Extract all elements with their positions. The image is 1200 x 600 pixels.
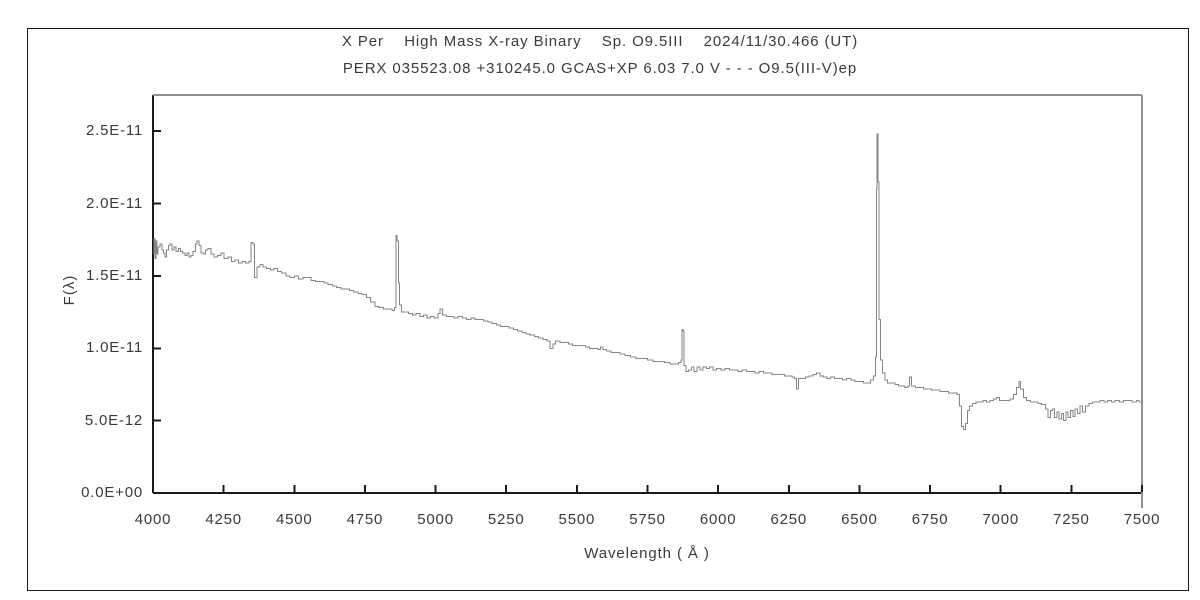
chart-title: X Per High Mass X-ray Binary Sp. O9.5III… [341, 33, 859, 50]
chart-subtitle: PERX 035523.08 +310245.0 GCAS+XP 6.03 7.… [342, 60, 858, 77]
y-tick-label: 1.5E-11 [85, 266, 143, 284]
y-tick-label: 2.5E-11 [85, 122, 143, 140]
x-tick-label: 6000 [699, 511, 737, 528]
x-tick-label: 4500 [275, 511, 313, 528]
window-border [27, 28, 1189, 591]
x-tick-label: 5750 [629, 511, 666, 528]
x-tick-label: 7000 [982, 511, 1019, 528]
y-tick-label: 1.0E-11 [85, 339, 143, 357]
y-tick-label: 5.0E-12 [84, 411, 143, 429]
x-tick-label: 5000 [417, 511, 454, 528]
x-tick-label: 6750 [911, 511, 949, 528]
x-tick-label: 7250 [1053, 511, 1090, 528]
x-tick-label: 6500 [841, 511, 878, 528]
x-tick-label: 4000 [134, 511, 172, 528]
x-axis-title: Wavelength ( Å ) [584, 545, 710, 562]
x-tick-label: 5500 [558, 511, 596, 528]
y-tick-label: 2.0E-11 [85, 194, 143, 212]
x-tick-label: 6250 [770, 511, 808, 528]
x-tick-label: 5250 [487, 511, 525, 528]
x-tick-label: 4250 [205, 511, 242, 528]
y-tick-label: 0.0E+00 [81, 484, 143, 501]
x-tick-label: 7500 [1123, 511, 1161, 528]
x-tick-label: 4750 [346, 511, 384, 528]
spectrum-trace [153, 133, 1143, 430]
